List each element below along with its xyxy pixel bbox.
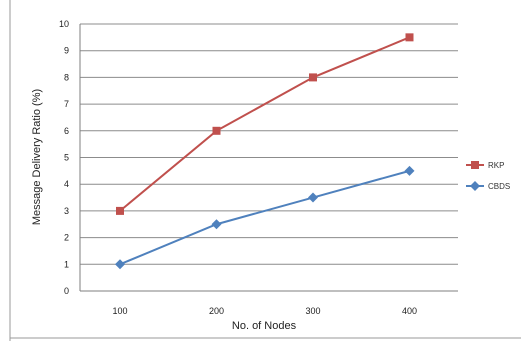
series-cbds: [115, 165, 415, 270]
legend-entry-rkp: RKP: [466, 161, 504, 170]
y-tick-label: 6: [64, 126, 69, 136]
data-point: [211, 219, 222, 230]
series-rkp: [116, 33, 414, 215]
data-point: [308, 192, 318, 203]
y-tick-label: 7: [64, 99, 69, 109]
y-axis-title: Message Delivery Ratio (%): [31, 89, 43, 225]
legend-marker: [470, 181, 480, 191]
legend-label: RKP: [488, 161, 504, 170]
x-tick-label: 300: [305, 306, 320, 316]
data-point: [116, 206, 124, 215]
data-point: [405, 33, 414, 42]
y-tick-label: 2: [64, 233, 69, 243]
series-layer: [115, 33, 415, 270]
y-tick-labels: 0 1 2 3 4 5 6 7 8 9 10: [59, 19, 69, 296]
data-point: [115, 259, 125, 270]
y-tick-label: 0: [64, 286, 69, 296]
legend: RKP CBDS: [466, 161, 510, 191]
x-tick-label: 100: [112, 306, 127, 316]
series-line: [119, 169, 410, 266]
y-tick-label: 9: [64, 46, 69, 56]
y-tick-label: 10: [59, 19, 69, 29]
x-tick-label: 400: [402, 306, 417, 316]
data-point: [309, 73, 317, 82]
gridlines: [79, 23, 458, 292]
y-tick-label: 4: [64, 179, 69, 189]
data-point: [212, 126, 221, 135]
series-line: [119, 36, 410, 212]
x-tick-labels: 100 200 300 400: [112, 306, 417, 316]
y-tick-label: 5: [64, 153, 69, 163]
legend-label: CBDS: [488, 182, 510, 191]
legend-entry-cbds: CBDS: [466, 181, 510, 191]
x-tick-label: 200: [209, 306, 224, 316]
legend-marker: [471, 161, 479, 169]
y-tick-label: 8: [64, 72, 69, 82]
y-tick-label: 1: [64, 259, 69, 269]
y-tick-label: 3: [64, 206, 69, 216]
data-point: [404, 165, 415, 176]
x-axis-title: No. of Nodes: [232, 320, 297, 332]
